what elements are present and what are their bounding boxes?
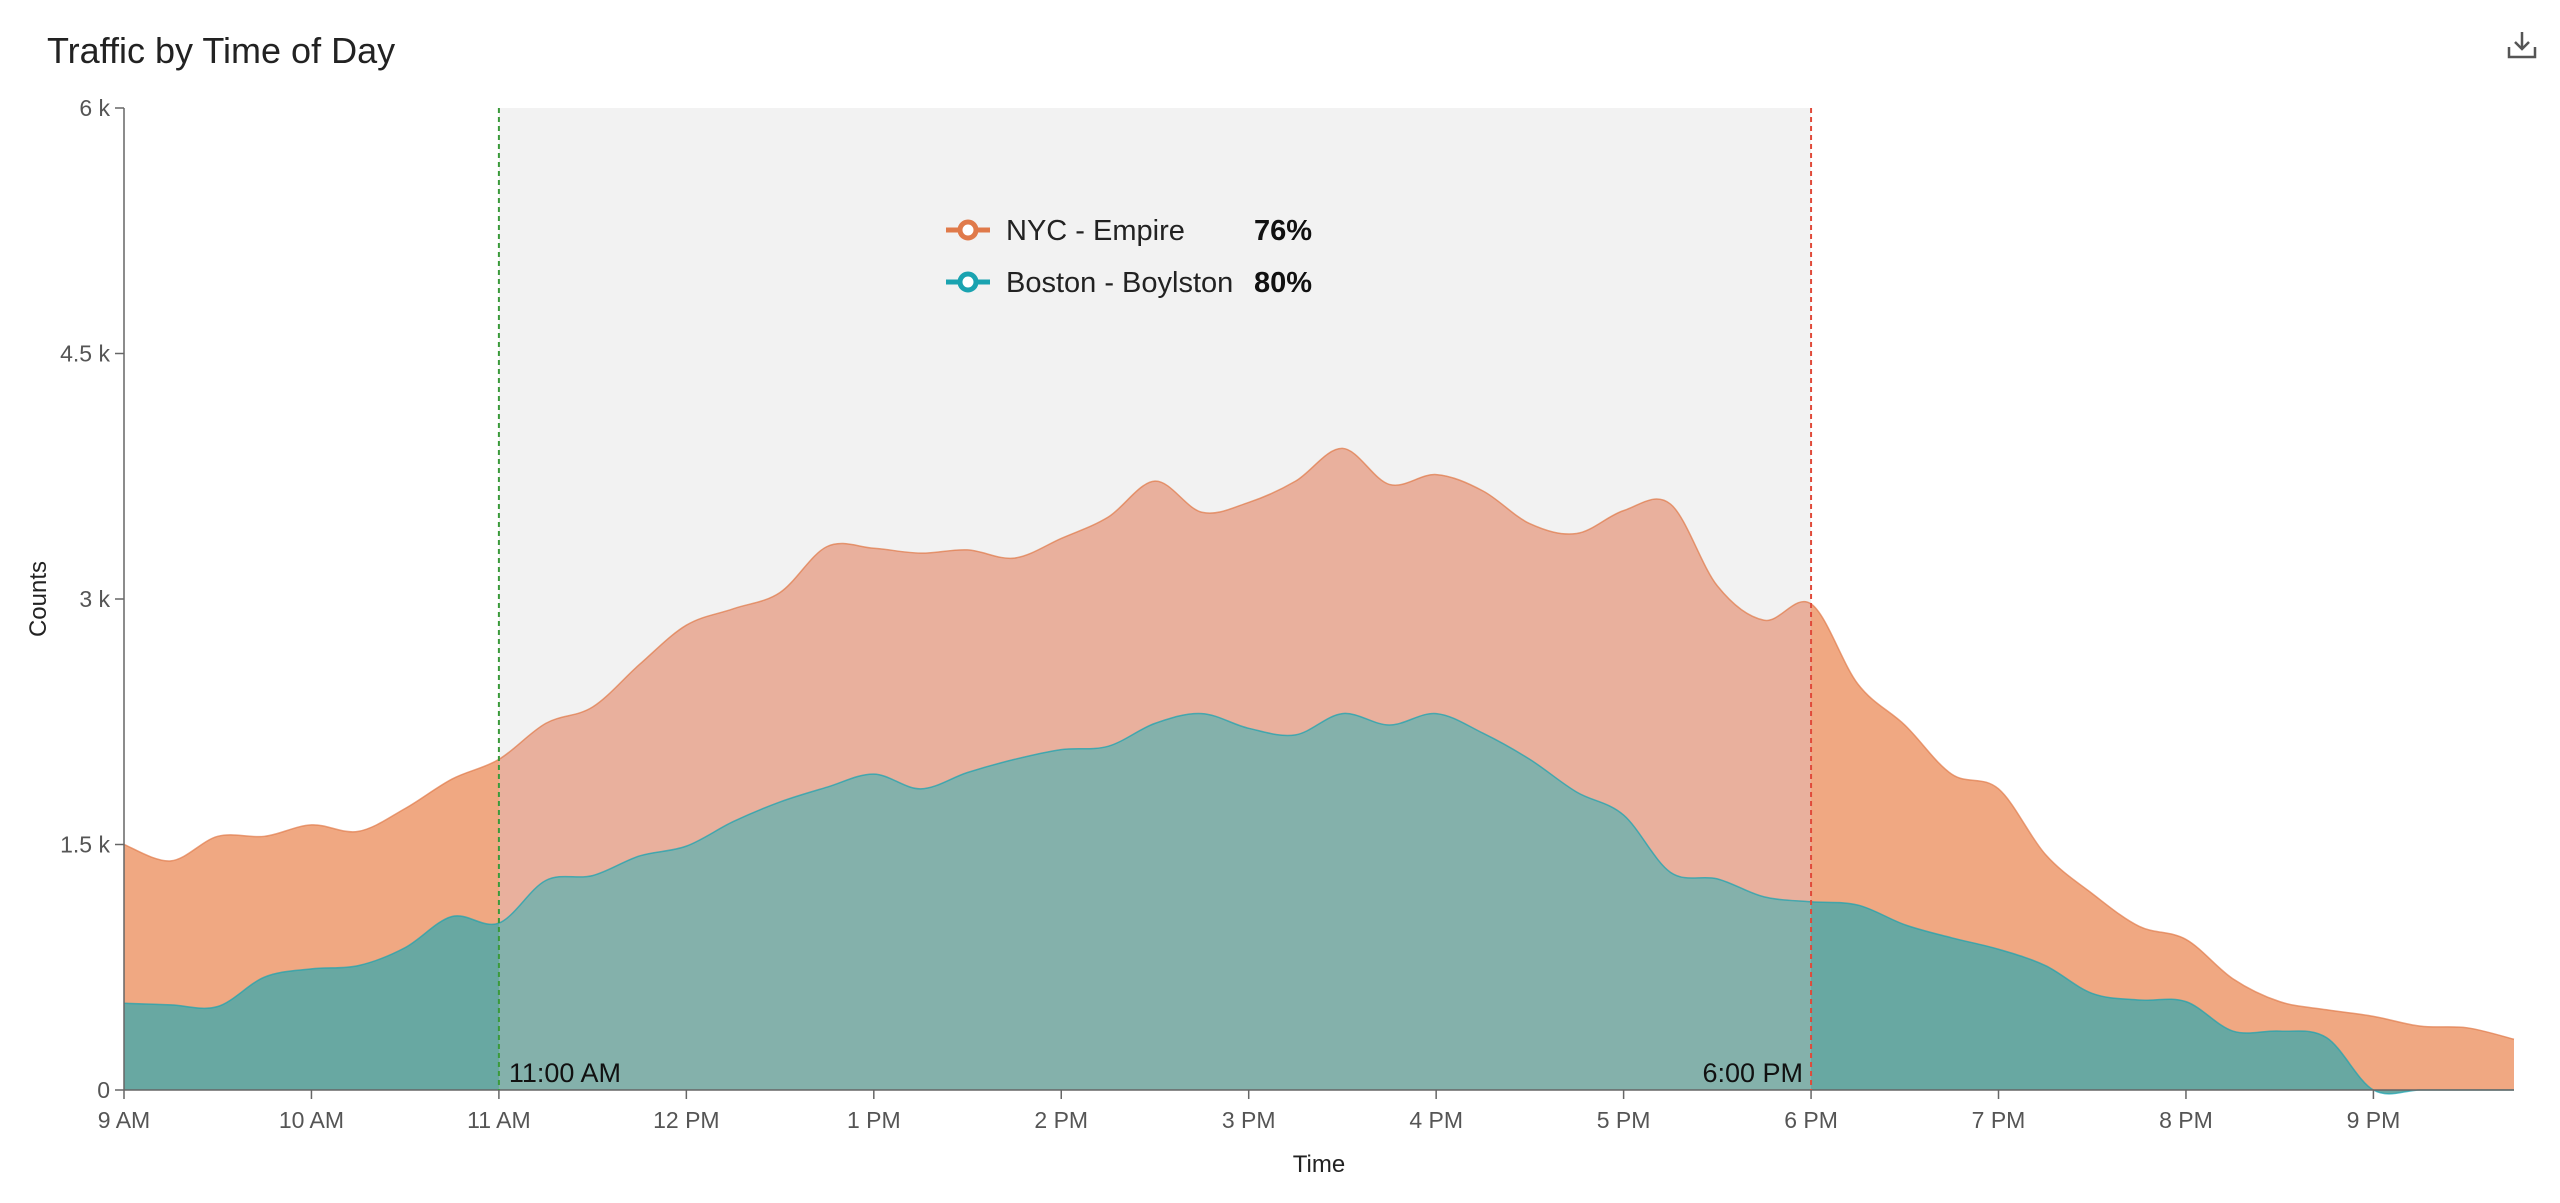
- y-tick-label: 1.5 k: [60, 832, 110, 858]
- y-tick-label: 3 k: [79, 586, 110, 612]
- x-tick-label: 7 PM: [1972, 1107, 2026, 1133]
- series-0-line: [123, 447, 2515, 1040]
- x-tick-label: 9 AM: [98, 1107, 150, 1133]
- legend: NYC - Empire 76% Boston - Boylston 80%: [946, 215, 1312, 299]
- x-tick-label: 2 PM: [1034, 1107, 1088, 1133]
- download-button[interactable]: [2505, 28, 2539, 62]
- page-title: Traffic by Time of Day: [47, 30, 396, 71]
- range-start-label: 11:00 AM: [509, 1058, 621, 1088]
- y-tick-label: 4.5 k: [60, 341, 110, 367]
- x-axis-title: Time: [1293, 1151, 1345, 1178]
- legend-label-0: NYC - Empire: [1006, 215, 1185, 247]
- x-tick-label: 1 PM: [847, 1107, 901, 1133]
- legend-marker-0: [957, 219, 979, 241]
- legend-label-1: Boston - Boylston: [1006, 267, 1233, 299]
- y-tick-label: 0: [97, 1077, 110, 1103]
- legend-marker-1: [957, 271, 979, 293]
- x-tick-label: 12 PM: [653, 1107, 719, 1133]
- x-tick-label: 3 PM: [1222, 1107, 1276, 1133]
- series-1-line: [123, 712, 2514, 1095]
- x-tick-label: 5 PM: [1597, 1107, 1651, 1133]
- x-tick-label: 10 AM: [279, 1107, 344, 1133]
- x-tick-label: 4 PM: [1409, 1107, 1463, 1133]
- series-1-area-highlighted: [498, 713, 1812, 1090]
- download-icon: [2507, 32, 2537, 59]
- legend-percent-1: 80%: [1254, 267, 1312, 299]
- x-tick-label: 11 AM: [467, 1107, 531, 1133]
- legend-percent-0: 76%: [1254, 215, 1312, 247]
- x-tick-label: 8 PM: [2159, 1107, 2213, 1133]
- x-tick-label: 9 PM: [2347, 1107, 2401, 1133]
- x-tick-label: 6 PM: [1784, 1107, 1838, 1133]
- y-tick-label: 6 k: [79, 95, 110, 121]
- y-axis-title: Counts: [25, 561, 52, 637]
- range-end-label: 6:00 PM: [1702, 1058, 1803, 1088]
